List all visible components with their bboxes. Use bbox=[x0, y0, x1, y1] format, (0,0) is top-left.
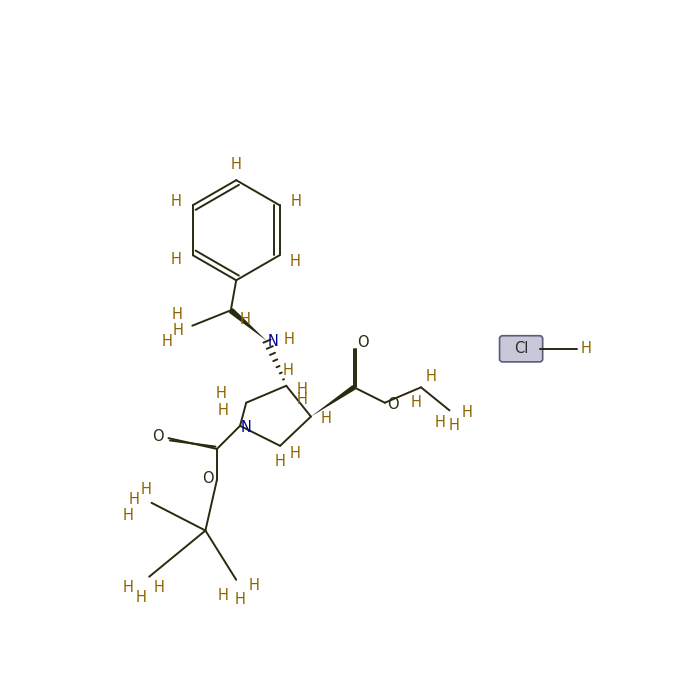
Text: H: H bbox=[580, 342, 591, 356]
Text: O: O bbox=[202, 471, 213, 486]
Text: H: H bbox=[239, 312, 250, 327]
Text: H: H bbox=[123, 580, 134, 595]
Text: H: H bbox=[282, 363, 293, 378]
Text: H: H bbox=[462, 405, 472, 420]
Text: H: H bbox=[410, 395, 421, 410]
Polygon shape bbox=[229, 308, 267, 341]
Text: H: H bbox=[290, 254, 300, 269]
Text: H: H bbox=[123, 508, 134, 523]
Text: H: H bbox=[449, 419, 460, 433]
Text: H: H bbox=[173, 323, 184, 337]
Text: H: H bbox=[140, 482, 152, 497]
Text: H: H bbox=[161, 333, 172, 349]
Text: H: H bbox=[275, 454, 286, 468]
Text: H: H bbox=[136, 590, 147, 605]
Text: N: N bbox=[268, 333, 279, 349]
Polygon shape bbox=[311, 385, 356, 416]
Text: H: H bbox=[217, 588, 229, 603]
Text: H: H bbox=[291, 194, 302, 209]
Text: H: H bbox=[435, 415, 446, 430]
Text: H: H bbox=[171, 252, 182, 267]
Text: N: N bbox=[241, 420, 252, 435]
Text: H: H bbox=[128, 492, 139, 507]
Text: O: O bbox=[387, 397, 398, 412]
Text: H: H bbox=[215, 386, 226, 401]
Text: H: H bbox=[290, 446, 301, 461]
Text: H: H bbox=[296, 382, 307, 397]
Text: O: O bbox=[152, 429, 163, 444]
Text: H: H bbox=[231, 157, 242, 173]
Text: O: O bbox=[358, 335, 369, 350]
Text: H: H bbox=[235, 593, 246, 607]
Text: H: H bbox=[217, 403, 229, 418]
Text: H: H bbox=[154, 580, 165, 595]
Text: H: H bbox=[296, 392, 307, 407]
Text: H: H bbox=[321, 411, 331, 426]
Text: H: H bbox=[248, 579, 259, 593]
Text: H: H bbox=[283, 332, 294, 347]
Text: Cl: Cl bbox=[514, 342, 529, 356]
Text: H: H bbox=[171, 194, 182, 209]
Text: H: H bbox=[425, 369, 437, 384]
Text: H: H bbox=[171, 308, 182, 322]
FancyBboxPatch shape bbox=[500, 335, 543, 362]
